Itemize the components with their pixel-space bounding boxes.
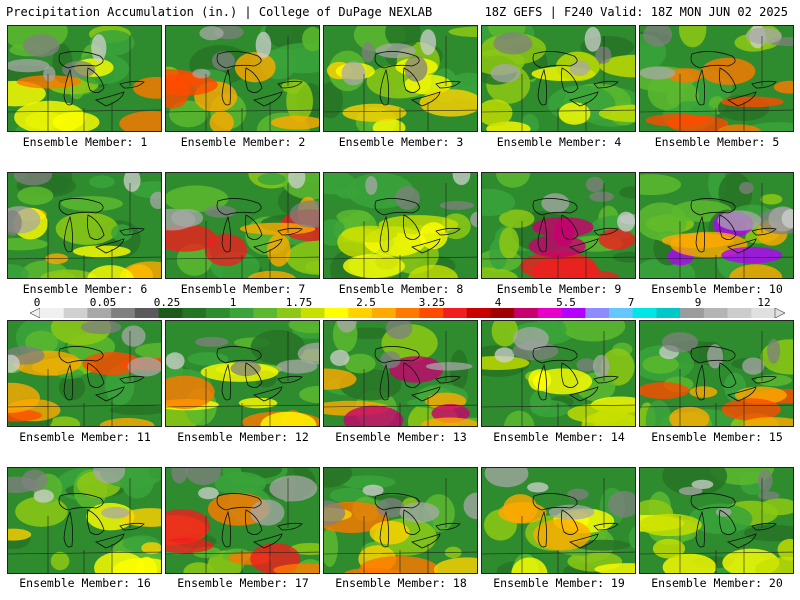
ensemble-member-label: Ensemble Member: 14: [493, 430, 625, 444]
colorbar-swatch: [727, 308, 752, 318]
colorbar-tick-label: 0.05: [89, 296, 117, 309]
ensemble-map-panel-19: [481, 467, 636, 574]
ensemble-map-panel-1: [7, 25, 162, 132]
ensemble-map-panel-16: [7, 467, 162, 574]
colorbar-max-arrow: [774, 308, 785, 318]
ensemble-member-label: Ensemble Member: 9: [496, 282, 622, 296]
colorbar-swatch: [253, 308, 278, 318]
colorbar-swatch: [40, 308, 65, 318]
colorbar-swatch: [87, 308, 112, 318]
colorbar-swatch: [182, 308, 207, 318]
ensemble-member-label: Ensemble Member: 19: [493, 576, 625, 590]
colorbar-swatch: [443, 308, 468, 318]
colorbar-swatch: [205, 308, 230, 318]
ensemble-member-label: Ensemble Member: 2: [180, 135, 306, 149]
ensemble-member-label: Ensemble Member: 4: [496, 135, 622, 149]
ensemble-map-panel-18: [323, 467, 478, 574]
colorbar-swatch: [277, 308, 302, 318]
ensemble-member-label: Ensemble Member: 12: [177, 430, 309, 444]
colorbar-swatch: [632, 308, 657, 318]
colorbar-swatch: [395, 308, 420, 318]
ensemble-map-panel-17: [165, 467, 320, 574]
colorbar-swatch: [703, 308, 728, 318]
colorbar-swatch: [490, 308, 515, 318]
colorbar-tick-label: 1.75: [285, 296, 313, 309]
colorbar-tick-label: 0.25: [153, 296, 181, 309]
ensemble-member-label: Ensemble Member: 1: [22, 135, 148, 149]
colorbar-swatch: [609, 308, 634, 318]
ensemble-map-panel-15: [639, 320, 794, 427]
ensemble-map-panel-5: [639, 25, 794, 132]
ensemble-map-panel-20: [639, 467, 794, 574]
colorbar-swatch: [348, 308, 373, 318]
colorbar-swatch: [111, 308, 136, 318]
colorbar-swatch: [419, 308, 444, 318]
colorbar-tick-label: 4: [494, 296, 502, 309]
colorbar-swatch: [324, 308, 349, 318]
chart-title: Precipitation Accumulation (in.) | Colle…: [6, 5, 433, 19]
colorbar-swatch: [751, 308, 776, 318]
ensemble-member-label: Ensemble Member: 18: [335, 576, 467, 590]
ensemble-member-label: Ensemble Member: 13: [335, 430, 467, 444]
colorbar-swatch: [656, 308, 681, 318]
ensemble-map-panel-6: [7, 172, 162, 279]
colorbar-tick-label: 12: [757, 296, 771, 309]
ensemble-map-panel-14: [481, 320, 636, 427]
colorbar-swatch: [229, 308, 254, 318]
ensemble-map-panel-12: [165, 320, 320, 427]
colorbar-swatch: [134, 308, 159, 318]
colorbar-swatch: [371, 308, 396, 318]
colorbar-swatch: [561, 308, 586, 318]
colorbar-swatch: [158, 308, 183, 318]
ensemble-map-panel-11: [7, 320, 162, 427]
colorbar-tick-label: 0: [33, 296, 41, 309]
ensemble-member-label: Ensemble Member: 6: [22, 282, 148, 296]
ensemble-map-panel-7: [165, 172, 320, 279]
ensemble-map-panel-9: [481, 172, 636, 279]
ensemble-map-panel-2: [165, 25, 320, 132]
colorbar-swatch: [466, 308, 491, 318]
ensemble-member-label: Ensemble Member: 15: [651, 430, 783, 444]
color-scale-bar: [30, 308, 785, 318]
ensemble-member-label: Ensemble Member: 7: [180, 282, 306, 296]
colorbar-swatch: [514, 308, 539, 318]
ensemble-member-label: Ensemble Member: 10: [651, 282, 783, 296]
ensemble-map-panel-8: [323, 172, 478, 279]
model-run-info: 18Z GEFS | F240 Valid: 18Z MON JUN 02 20…: [484, 5, 788, 19]
ensemble-member-label: Ensemble Member: 5: [654, 135, 780, 149]
colorbar-swatch: [680, 308, 705, 318]
ensemble-map-panel-3: [323, 25, 478, 132]
colorbar-swatch: [537, 308, 562, 318]
ensemble-member-label: Ensemble Member: 11: [19, 430, 151, 444]
ensemble-map-panel-13: [323, 320, 478, 427]
colorbar-swatch: [300, 308, 325, 318]
ensemble-member-label: Ensemble Member: 20: [651, 576, 783, 590]
ensemble-member-label: Ensemble Member: 3: [338, 135, 464, 149]
colorbar-swatch: [63, 308, 88, 318]
ensemble-member-label: Ensemble Member: 17: [177, 576, 309, 590]
colorbar-tick-label: 5.5: [556, 296, 576, 309]
colorbar-tick-label: 9: [694, 296, 702, 309]
colorbar-tick-label: 3.25: [418, 296, 446, 309]
colorbar-min-arrow: [30, 308, 41, 318]
ensemble-member-label: Ensemble Member: 16: [19, 576, 151, 590]
ensemble-map-panel-4: [481, 25, 636, 132]
ensemble-member-label: Ensemble Member: 8: [338, 282, 464, 296]
colorbar-swatch: [585, 308, 610, 318]
ensemble-map-panel-10: [639, 172, 794, 279]
colorbar-tick-label: 1: [229, 296, 237, 309]
colorbar-tick-label: 2.5: [356, 296, 376, 309]
colorbar-tick-label: 7: [627, 296, 635, 309]
